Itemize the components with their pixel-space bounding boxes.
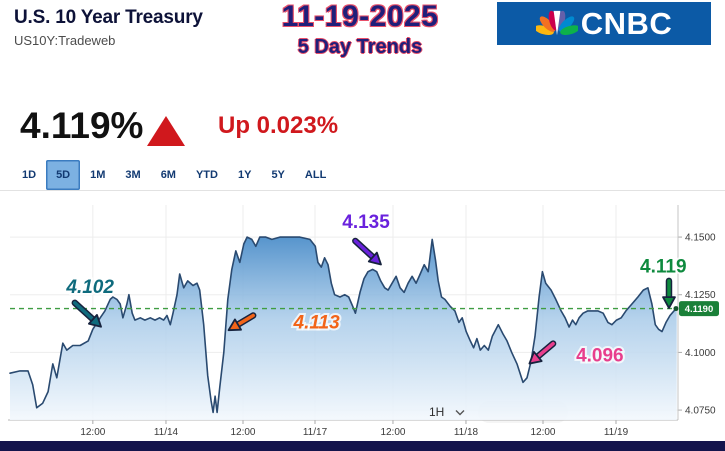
price-chart[interactable]: 4.0750 4.1000 4.1250 4.1500 12:00 11/14 12:00 1… [0,200,725,441]
range-tab-1d[interactable]: 1D [22,169,37,181]
current-price-badge [679,301,719,317]
x-axis-label: 11/18 [454,427,479,438]
range-tab-6m[interactable]: 6M [160,169,176,181]
chart-panel: 4.0750 4.1000 4.1250 4.1500 12:00 11/14 12:00 1… [0,200,725,441]
tabs-divider [0,190,725,191]
range-tab-1m[interactable]: 1M [90,169,106,181]
header-center: 11-19-2025 5 Day Trends [246,0,474,59]
cnbc-peacock-icon [533,3,580,44]
range-tab-5d[interactable]: 5D [46,160,81,190]
range-tab-ytd[interactable]: YTD [195,169,218,181]
cnbc-logo[interactable]: CNBC [497,2,711,45]
interval-label: 1H [429,405,445,419]
range-tab-all[interactable]: ALL [304,169,327,181]
page-title: U.S. 10 Year Treasury [14,7,203,28]
range-tabs: 1D 5D 1M 3M 6M YTD 1Y 5Y ALL [12,160,336,190]
x-axis-label: 12:00 [530,427,555,438]
y-axis-label: 4.1250 [685,290,716,301]
range-tab-1y[interactable]: 1Y [237,169,252,181]
annotation-label-4-113: 4.113 [293,313,341,334]
trends-subheading: 5 Day Trends [297,36,423,58]
chevron-down-icon [455,405,465,419]
header-left: U.S. 10 Year Treasury US10Y:Tradeweb [14,7,203,48]
y-axis-label: 4.1500 [685,233,716,244]
annotation-arrowhead [528,350,543,365]
range-tab-5y[interactable]: 5Y [271,169,285,181]
ticker-symbol: US10Y:Tradeweb [14,33,116,48]
annotation-arrow [235,313,255,327]
interval-dropdown[interactable]: 1H [425,403,469,421]
annotation-arrowhead [367,251,382,266]
x-axis-label: 12:00 [230,427,255,438]
x-axis-label: 11/19 [604,427,629,438]
quote-value: 4.119% [20,105,144,146]
up-triangle-icon [147,116,185,146]
x-axis-label: 12:00 [380,427,405,438]
y-axis-label: 4.0750 [685,406,716,417]
x-axis-label: 12:00 [80,427,105,438]
last-price-dot [673,306,679,312]
annotation-arrow [353,239,376,260]
x-axis-label: 11/17 [303,427,328,438]
x-axis-label: 11/14 [154,427,179,438]
annotation-arrowhead [87,314,102,328]
cnbc-logo-text: CNBC [580,5,673,41]
current-price-badge-label: 4.1190 [685,304,714,315]
annotation-arrow [73,301,96,322]
annotation-arrow [535,341,555,359]
y-axis-label: 4.1000 [685,348,716,359]
quote-change: Up 0.023% [218,112,339,139]
annotation-label-4-119: 4.119 [640,257,687,278]
annotation-arrowhead [662,296,676,310]
annotation-label-4-135: 4.135 [342,212,390,233]
range-tab-3m[interactable]: 3M [125,169,141,181]
bottom-navy-bar [0,441,725,451]
annotation-label-4-096: 4.096 [576,346,624,367]
annotation-label-4-102: 4.102 [65,277,114,298]
date-heading: 11-19-2025 [281,0,439,33]
price-line [9,236,678,414]
price-area [10,237,677,420]
annotation-arrowhead [227,318,242,332]
